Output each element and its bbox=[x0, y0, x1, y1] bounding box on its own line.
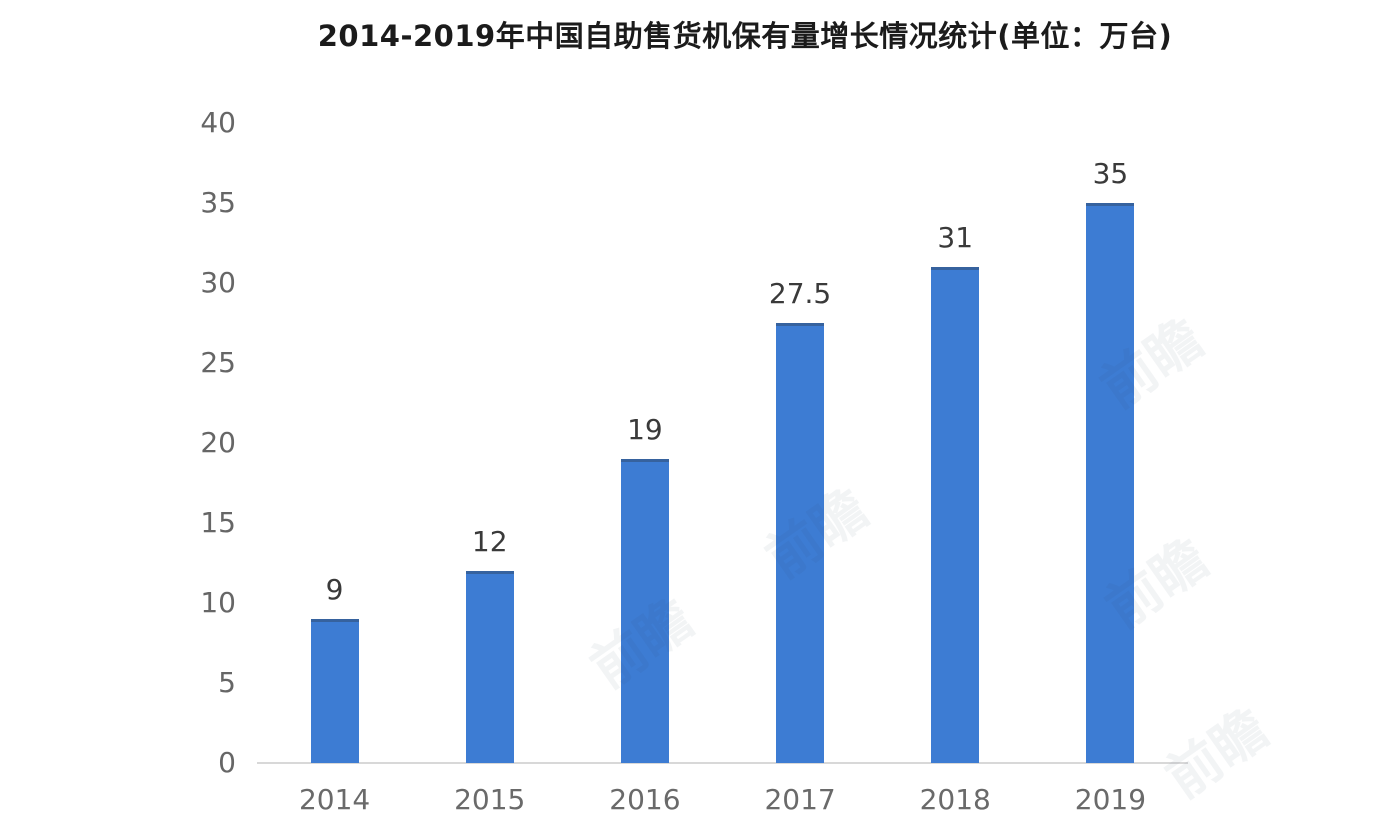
bar-value-label: 35 bbox=[1092, 157, 1129, 190]
chart-title: 2014-2019年中国自助售货机保有量增长情况统计(单位：万台) bbox=[317, 19, 1173, 53]
x-axis-tick-label: 2018 bbox=[919, 783, 991, 816]
bar-value-label: 12 bbox=[471, 525, 508, 558]
x-axis-line bbox=[257, 762, 1188, 764]
x-axis-tick-label: 2016 bbox=[609, 783, 681, 816]
y-axis-tick-label: 25 bbox=[200, 346, 236, 379]
bar-2018 bbox=[931, 267, 980, 763]
bar-2017 bbox=[776, 323, 825, 763]
bar-2016 bbox=[620, 459, 669, 763]
y-axis-tick-label: 40 bbox=[200, 106, 236, 139]
bar-2019 bbox=[1086, 203, 1135, 763]
bar-value-label: 31 bbox=[937, 221, 974, 254]
x-axis-tick-label: 2019 bbox=[1074, 783, 1147, 816]
x-axis-tick-label: 2017 bbox=[764, 783, 836, 816]
x-axis-tick-label: 2015 bbox=[454, 783, 526, 816]
y-axis-tick-label: 5 bbox=[218, 666, 236, 699]
y-axis-tick-label: 30 bbox=[200, 266, 236, 299]
bar-2015 bbox=[465, 571, 514, 763]
bar-value-label: 19 bbox=[627, 413, 663, 446]
bar-value-label: 9 bbox=[325, 573, 344, 606]
y-axis-tick-label: 20 bbox=[200, 426, 236, 459]
bar-2014 bbox=[310, 619, 359, 763]
y-axis-tick-label: 15 bbox=[200, 506, 236, 539]
y-axis-tick-label: 0 bbox=[218, 746, 236, 779]
y-axis-tick-label: 10 bbox=[200, 586, 236, 619]
x-axis-tick-label: 2014 bbox=[298, 783, 371, 816]
bar-value-label: 27.5 bbox=[768, 277, 832, 310]
y-axis-tick-label: 35 bbox=[200, 186, 236, 219]
